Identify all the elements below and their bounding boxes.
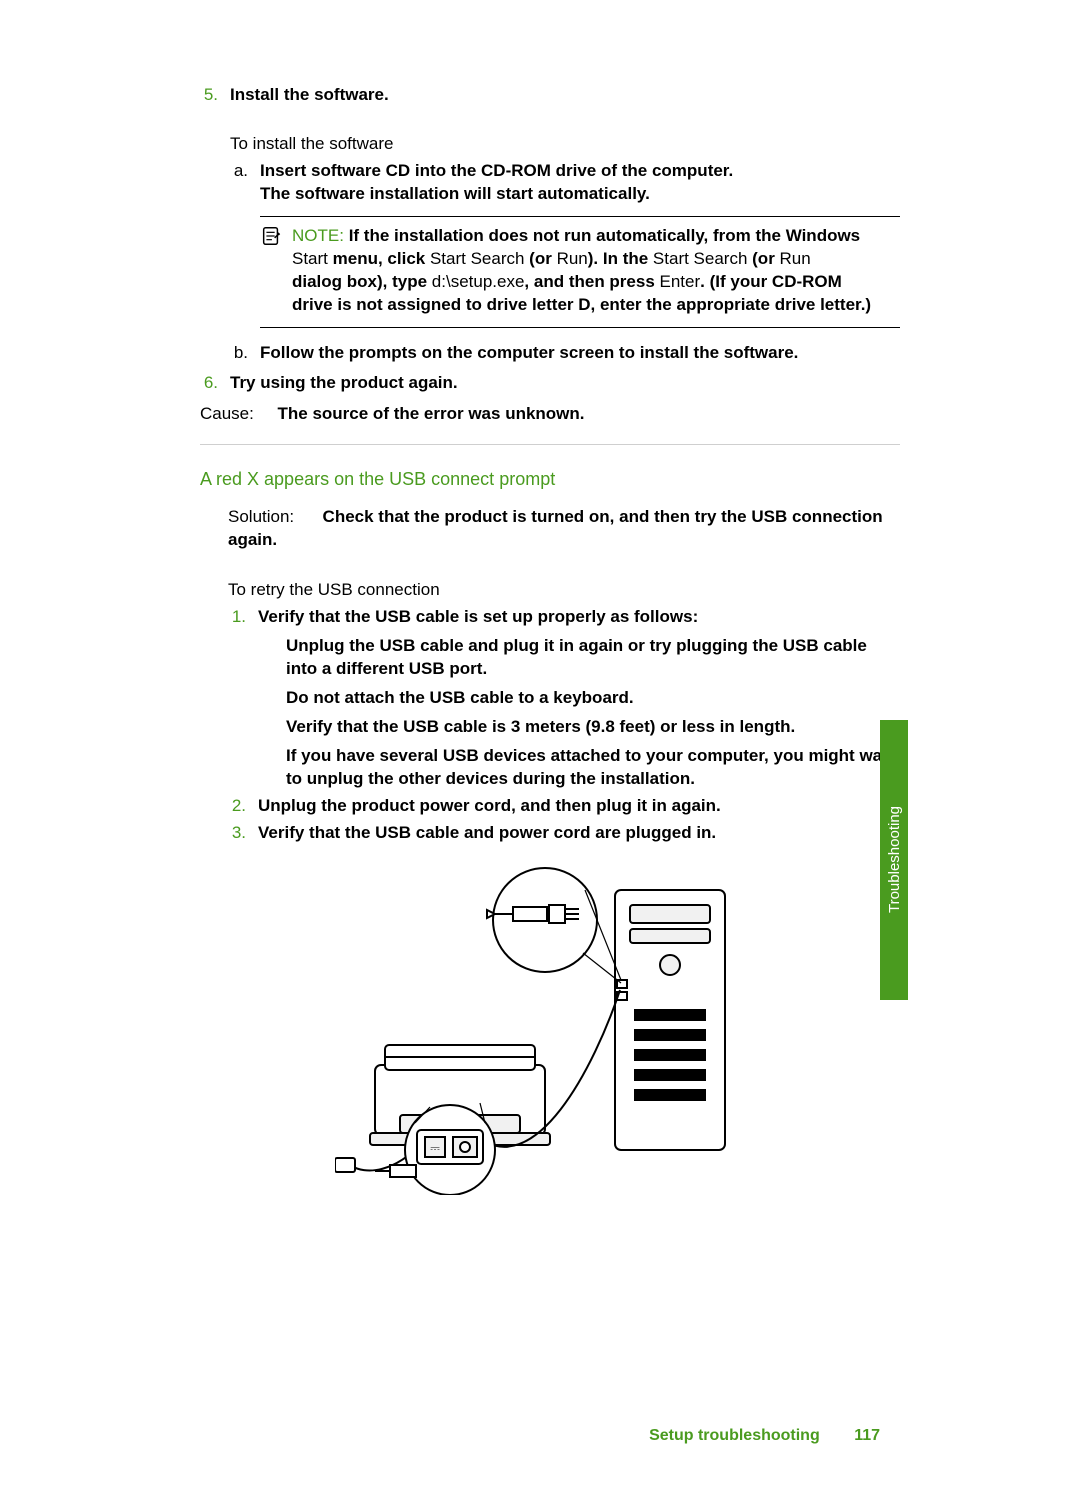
cause-line: Cause: The source of the error was unkno… <box>200 403 900 426</box>
step-5-intro: To install the software <box>230 133 900 156</box>
step-5a: a. Insert software CD into the CD-ROM dr… <box>230 160 900 338</box>
note-box: NOTE: If the installation does not run a… <box>260 216 900 328</box>
note-l3-a: dialog box), type <box>292 272 432 291</box>
step-6-number: 6. <box>200 372 218 395</box>
retry-intro: To retry the USB connection <box>228 579 900 602</box>
solution-line: Solution: Check that the product is turn… <box>228 506 900 552</box>
step-6-text: Try using the product again. <box>230 372 900 395</box>
note-l2-d: (or <box>524 249 556 268</box>
side-tab: Troubleshooting <box>880 720 908 1000</box>
page-content: 5. Install the software. To install the … <box>0 0 1080 1255</box>
retry-step-3: 3. Verify that the USB cable and power c… <box>228 822 900 845</box>
retry-step-1: 1. Verify that the USB cable is set up p… <box>228 606 900 791</box>
connection-diagram: ⎓ <box>335 865 765 1195</box>
divider <box>200 444 900 445</box>
cause-text: The source of the error was unknown. <box>278 404 585 423</box>
cause-label: Cause: <box>200 404 254 423</box>
note-l2-h: (or <box>747 249 779 268</box>
retry-1-b4: If you have several USB devices attached… <box>286 745 900 791</box>
step-5b-text: Follow the prompts on the computer scree… <box>260 342 900 365</box>
section-heading: A red X appears on the USB connect promp… <box>200 467 900 491</box>
note-l3-d: Enter <box>660 272 701 291</box>
solution-text: Check that the product is turned on, and… <box>228 507 883 549</box>
retry-3-text: Verify that the USB cable and power cord… <box>258 822 900 845</box>
note-l4: drive is not assigned to drive letter D,… <box>292 295 871 314</box>
note-l2-e: Run <box>557 249 588 268</box>
retry-step-2: 2. Unplug the product power cord, and th… <box>228 795 900 818</box>
retry-2-text: Unplug the product power cord, and then … <box>258 795 900 818</box>
retry-1-b3: Verify that the USB cable is 3 meters (9… <box>286 716 900 739</box>
retry-2-num: 2. <box>228 795 246 818</box>
note-l2-g: Start Search <box>653 249 748 268</box>
note-l2-i: Run <box>780 249 811 268</box>
footer-page-number: 117 <box>854 1427 880 1444</box>
retry-1-num: 1. <box>228 606 246 791</box>
note-l3-e: . (If your CD-ROM <box>700 272 842 291</box>
side-tab-label: Troubleshooting <box>886 806 903 913</box>
step-6: 6. Try using the product again. <box>200 372 900 395</box>
retry-3-num: 3. <box>228 822 246 845</box>
solution-label: Solution: <box>228 507 294 526</box>
page-footer: Setup troubleshooting 117 <box>649 1427 880 1445</box>
svg-text:⎓: ⎓ <box>430 1141 440 1155</box>
step-5-title: Install the software. <box>230 84 900 107</box>
footer-section: Setup troubleshooting <box>649 1427 820 1444</box>
step-5b-number: b. <box>230 342 248 365</box>
note-p1: If the installation does not run automat… <box>349 226 860 245</box>
step-5a-line1: Insert software CD into the CD-ROM drive… <box>260 161 733 180</box>
retry-1-b2: Do not attach the USB cable to a keyboar… <box>286 687 900 710</box>
step-5: 5. Install the software. To install the … <box>200 84 900 368</box>
step-5-number: 5. <box>200 84 218 368</box>
note-icon <box>260 225 282 317</box>
note-l2-f: ). In the <box>588 249 653 268</box>
note-l2-a: Start <box>292 249 328 268</box>
note-label: NOTE: <box>292 226 344 245</box>
note-l2-b: menu, click <box>328 249 430 268</box>
note-l3-c: , and then press <box>524 272 659 291</box>
step-5b: b. Follow the prompts on the computer sc… <box>230 342 900 365</box>
retry-1-b1: Unplug the USB cable and plug it in agai… <box>286 635 900 681</box>
retry-1-text: Verify that the USB cable is set up prop… <box>258 606 900 629</box>
note-l3-b: d:\setup.exe <box>432 272 525 291</box>
step-5a-number: a. <box>230 160 248 338</box>
step-5a-line2: The software installation will start aut… <box>260 184 650 203</box>
note-l2-c: Start Search <box>430 249 525 268</box>
note-text: NOTE: If the installation does not run a… <box>292 225 900 317</box>
